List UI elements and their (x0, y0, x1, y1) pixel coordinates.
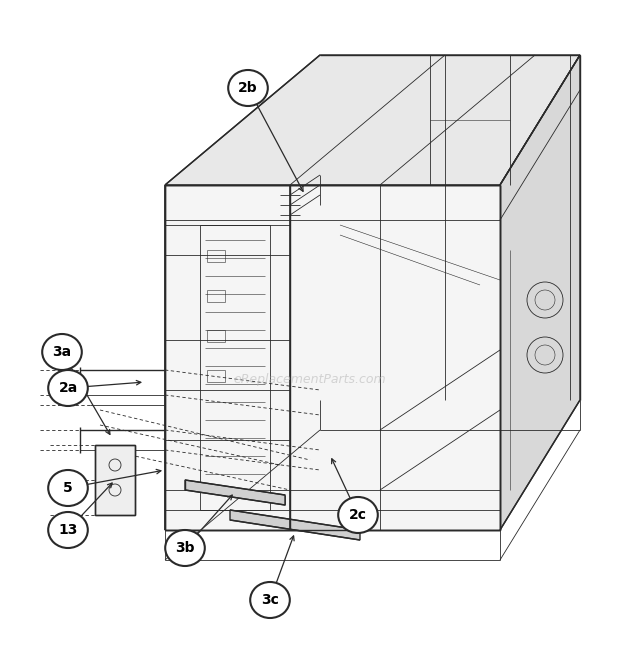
Text: 2b: 2b (238, 81, 258, 95)
Text: 2a: 2a (58, 381, 78, 395)
Polygon shape (230, 510, 360, 540)
Ellipse shape (48, 512, 88, 548)
Text: 3a: 3a (53, 345, 71, 359)
Text: 2c: 2c (349, 508, 367, 522)
Ellipse shape (48, 370, 88, 406)
Polygon shape (95, 445, 135, 515)
Ellipse shape (42, 334, 82, 370)
Text: eReplacementParts.com: eReplacementParts.com (234, 374, 386, 387)
Ellipse shape (250, 582, 290, 618)
Polygon shape (165, 55, 580, 185)
Ellipse shape (48, 470, 88, 506)
Polygon shape (185, 480, 285, 505)
Text: 5: 5 (63, 481, 73, 495)
Text: 3b: 3b (175, 541, 195, 555)
Ellipse shape (228, 70, 268, 106)
Ellipse shape (165, 530, 205, 566)
Text: 13: 13 (58, 523, 78, 537)
Text: 3c: 3c (261, 593, 279, 607)
Polygon shape (500, 55, 580, 530)
Polygon shape (165, 185, 500, 530)
Ellipse shape (338, 497, 378, 533)
